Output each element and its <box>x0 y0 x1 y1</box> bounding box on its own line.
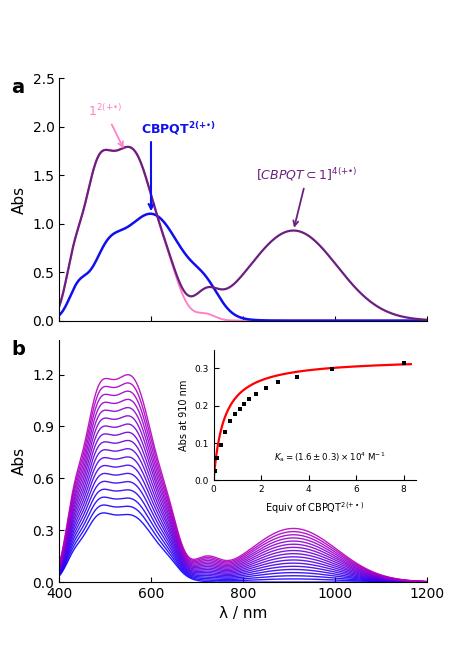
Text: b: b <box>11 340 26 359</box>
Text: a: a <box>11 78 25 97</box>
Y-axis label: Abs: Abs <box>12 186 27 214</box>
Y-axis label: Abs: Abs <box>12 447 27 475</box>
Text: $1^{2(+•)}$: $1^{2(+•)}$ <box>88 103 123 146</box>
Text: $\mathbf{CBPQT^{2(+•)}}$: $\mathbf{CBPQT^{2(+•)}}$ <box>141 120 216 209</box>
X-axis label: λ / nm: λ / nm <box>219 606 267 621</box>
Text: $[CBPQT\subset 1]^{4(+•)}$: $[CBPQT\subset 1]^{4(+•)}$ <box>256 166 358 226</box>
